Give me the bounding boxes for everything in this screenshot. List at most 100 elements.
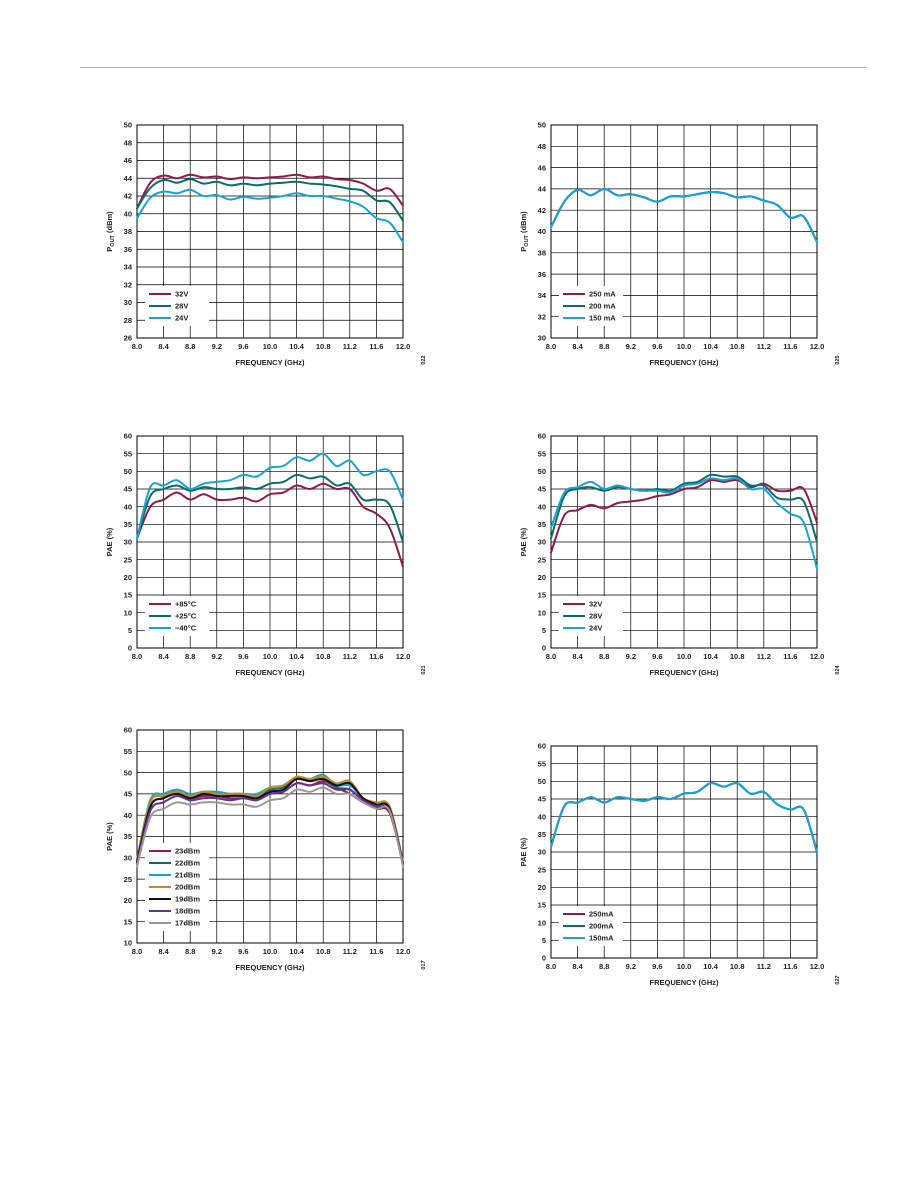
legend-entry: +85°C [175,600,197,609]
legend: 23dBm 22dBm 21dBm 20dBm 19dBm 18dBm 17dBm [145,843,209,931]
x-tick-label: 10.0 [263,342,278,351]
figure-id: 021 [421,665,427,674]
legend-entry: 17dBm [175,919,200,928]
legend-entry: 21dBm [175,871,200,880]
legend: 250 mA 200 mA 150 mA [559,286,623,326]
series-line [550,781,818,853]
legend-entry: 20dBm [175,883,200,892]
y-axis-label: PAE (%) [519,527,528,556]
series-line [136,482,404,568]
y-tick-label: 50 [538,777,546,786]
x-tick-label: 8.0 [132,947,142,956]
series-line [550,473,818,543]
x-tick-label: 10.8 [730,962,745,971]
x-tick-label: 8.0 [546,652,556,661]
x-axis-label: FREQUENCY (GHz) [649,358,719,367]
x-tick-label: 11.2 [757,962,771,971]
plot-frame [136,124,404,339]
x-tick-label: 8.8 [599,342,609,351]
x-tick-label: 12.0 [396,947,411,956]
y-tick-label: 26 [124,334,132,343]
x-tick-label: 10.4 [289,342,304,351]
legend-entry: 32V [589,600,602,609]
y-tick-label: 5 [542,936,546,945]
series-line [550,479,818,554]
y-tick-label: 38 [538,249,546,258]
y-tick-label: 48 [538,142,546,151]
x-tick-label: 12.0 [810,342,825,351]
legend-entry: 150mA [589,934,614,943]
x-tick-label: 11.2 [757,342,771,351]
x-tick-label: 11.6 [783,652,797,661]
x-tick-label: 9.6 [238,947,248,956]
y-tick-label: 32 [538,312,546,321]
y-tick-label: 60 [538,742,546,751]
x-tick-label: 8.8 [599,962,609,971]
x-tick-label: 8.8 [599,652,609,661]
y-axis-label: POUT (dBm) [105,211,116,252]
y-tick-label: 55 [124,747,132,756]
x-tick-label: 12.0 [396,342,411,351]
x-tick-label: 8.8 [185,652,195,661]
y-tick-label: 34 [124,263,133,272]
x-tick-label: 8.4 [158,342,169,351]
y-tick-label: 44 [124,174,133,183]
figure-id: 022 [421,355,427,364]
y-tick-label: 42 [538,206,546,215]
y-tick-label: 25 [124,875,132,884]
series-line [136,473,404,543]
x-tick-label: 11.2 [757,652,771,661]
x-tick-label: 12.0 [810,962,825,971]
y-tick-label: 55 [538,759,546,768]
legend: 32V 28V 24V [559,596,623,636]
x-tick-label: 11.6 [369,652,383,661]
legend-entry: +25°C [175,612,197,621]
x-tick-label: 9.6 [652,652,662,661]
series-line [550,477,818,570]
legend: 32V 28V 24V [145,286,209,326]
plot-frame [136,729,404,944]
x-tick-label: 10.8 [316,342,331,351]
x-tick-label: 8.4 [158,652,169,661]
y-tick-label: 15 [124,917,132,926]
x-tick-label: 9.6 [238,652,248,661]
y-tick-label: 48 [124,138,132,147]
series-line [136,786,404,868]
legend-entry: 19dBm [175,895,200,904]
x-tick-label: 9.6 [238,342,248,351]
legend-entry: 200mA [589,922,614,931]
x-tick-label: 10.0 [263,947,278,956]
x-tick-label: 9.2 [626,342,636,351]
legend-entry: 23dBm [175,847,200,856]
y-tick-label: 36 [538,270,546,279]
series-line [136,782,404,866]
y-tick-label: 20 [124,573,132,582]
y-tick-label: 35 [124,520,132,529]
series-line [136,178,404,222]
y-axis-label: POUT (dBm) [519,211,530,252]
x-tick-label: 9.6 [652,962,662,971]
y-tick-label: 30 [124,538,132,547]
y-tick-label: 30 [538,848,546,857]
y-tick-label: 50 [538,467,546,476]
y-tick-label: 30 [538,538,546,547]
header-rule [80,67,867,68]
y-tick-label: 45 [538,795,546,804]
legend-entry: 24V [175,314,188,323]
legend-entry: 24V [589,624,602,633]
x-axis-label: FREQUENCY (GHz) [235,963,305,972]
x-tick-label: 10.4 [289,947,304,956]
x-tick-label: 11.6 [369,947,383,956]
legend-entry: 18dBm [175,907,200,916]
x-tick-label: 9.6 [652,342,662,351]
x-tick-label: 10.0 [677,652,692,661]
x-tick-label: 10.0 [677,342,692,351]
x-tick-label: 8.0 [546,962,556,971]
x-tick-label: 10.0 [677,962,692,971]
y-tick-label: 45 [538,485,546,494]
legend-entry: 32V [175,290,188,299]
x-tick-label: 12.0 [810,652,825,661]
